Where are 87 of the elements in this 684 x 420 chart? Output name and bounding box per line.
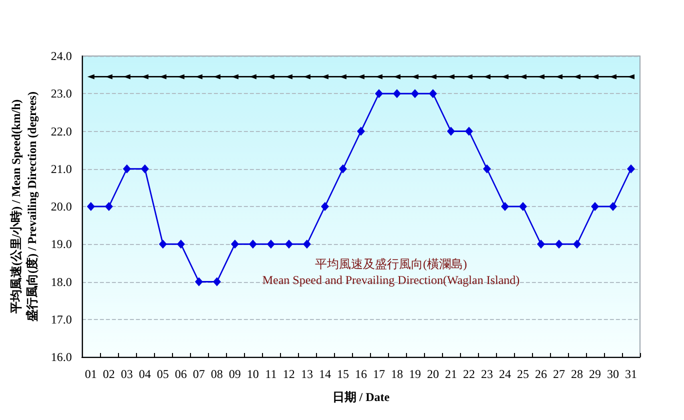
x-tick-label: 23 [480,367,493,381]
x-tick-label: 18 [390,367,403,381]
point [159,74,166,80]
x-tick-label: 17 [372,367,385,381]
x-tick-label: 16 [354,367,367,381]
x-tick-label: 30 [606,367,619,381]
point [374,89,383,98]
x-tick-label: 24 [498,367,511,381]
x-tick-label: 03 [120,367,133,381]
x-axis-title: 日期 / Date [332,390,390,404]
point [105,74,112,80]
point [158,240,167,249]
y-tick-label: 19.0 [50,237,72,252]
point [428,89,437,98]
point [303,74,310,80]
point [122,164,131,174]
text: 平均風速及盛行風向(橫瀾島) Mean Speed and Prevailing Direction(Waglan Island) [262,257,520,287]
x-tick-label: 02 [102,367,115,381]
y-tick-label: 20.0 [50,200,72,214]
point [482,164,491,174]
point [608,202,617,211]
point [230,240,239,249]
x-tick-label: 21 [444,367,457,381]
x-tick-label: 11 [265,367,277,381]
x-tick-label: 29 [588,367,601,381]
x-tick-label: 19 [408,367,421,381]
point [518,202,527,211]
point [123,74,130,80]
y-tick-label: 24.0 [50,49,72,63]
x-tick-label: 20 [426,367,439,381]
point [590,202,599,211]
x-tick-label: 22 [462,367,475,381]
point [285,74,292,80]
point [248,240,257,249]
point [572,240,581,249]
x-tick-label: 26 [534,367,547,381]
point [231,74,238,80]
x-tick-label: 31 [625,367,637,381]
point [500,202,509,211]
x-tick-label: 09 [228,367,241,381]
x-tick-label: 27 [552,367,565,381]
point [464,126,473,136]
point [627,164,635,174]
point [554,240,563,249]
point [266,240,275,249]
point [87,74,94,80]
point [356,126,365,136]
point [410,89,419,98]
x-tick-label: 15 [336,367,349,381]
x-tick-label: 06 [174,367,187,381]
x-tick-label: 12 [282,367,295,381]
point [141,74,148,80]
point [267,74,274,80]
point [536,240,545,249]
point [176,240,185,249]
y-axis-title: 平均風速(公里/小時) / Mean Speed(km/h) 盛行風向(度) / Prevailing Direction (degrees) [9,92,39,322]
x-tick-label: 14 [318,367,331,381]
x-tick-label: 10 [246,367,259,381]
point [338,164,347,174]
x-tick-label: 04 [138,367,151,381]
point [140,164,149,174]
point [284,240,293,249]
x-tick-label: 25 [516,367,529,381]
point [392,89,401,98]
point [320,202,329,211]
x-tick-label: 07 [192,367,205,381]
point [86,202,95,211]
x-tick-label: 01 [84,367,97,381]
x-tick-label: 28 [570,367,583,381]
x-tick-label: 05 [156,367,169,381]
point [302,240,311,249]
x-tick-label: 13 [300,367,313,381]
point [104,202,113,211]
y-tick-label: 22.0 [50,124,72,138]
point [177,74,184,80]
y-tick-label: 21.0 [50,162,72,176]
x-tick-label: 08 [210,367,223,381]
y-tick-label: 18.0 [50,274,72,289]
y-tick-label: 17.0 [50,312,72,326]
point [195,74,202,80]
y-tick-label: 16.0 [50,350,72,364]
point [213,74,220,80]
point [446,126,455,136]
y-tick-label: 23.0 [50,86,72,101]
point [194,277,203,286]
point [212,277,221,286]
point [628,74,634,80]
